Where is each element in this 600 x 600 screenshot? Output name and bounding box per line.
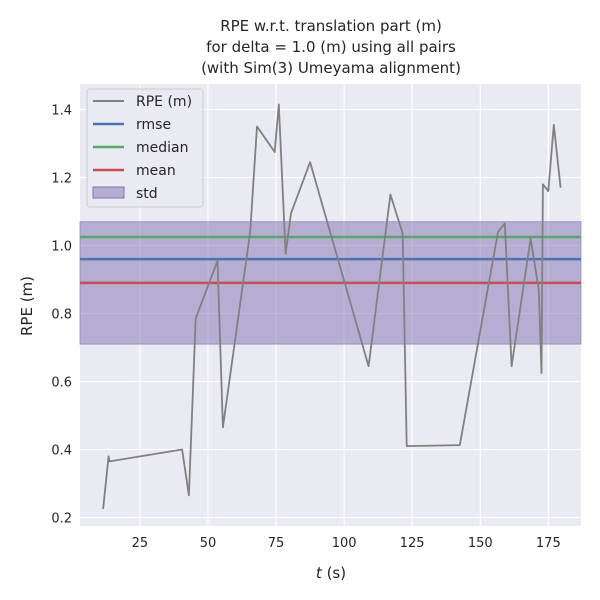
series-line-rpe (102, 103, 562, 510)
y-tick-label-3: 0.8 (51, 308, 72, 323)
series-layer (102, 103, 562, 510)
y-tick-label-5: 1.2 (51, 172, 72, 187)
x-tick-label-6: 175 (536, 536, 561, 551)
x-tick-label-1: 50 (200, 536, 217, 551)
x-axis-label-unit: (s) (322, 564, 346, 582)
tick-labels: 25 50 75 100 125 150 175 0.2 0.4 0.6 0.8 1.0 1.2 1.4 (51, 104, 560, 552)
legend-swatch-std (92, 186, 125, 199)
chart-title-line-1: RPE w.r.t. translation part (m) (220, 17, 442, 35)
y-tick-label-1: 0.4 (51, 444, 72, 459)
legend: RPE (m) rmse median mean std (86, 88, 204, 208)
legend-label-mean: mean (136, 163, 176, 179)
chart-title-line-2: for delta = 1.0 (m) using all pairs (206, 38, 456, 56)
legend-label-rmse: rmse (136, 117, 171, 133)
x-tick-label-4: 125 (400, 536, 425, 551)
x-tick-label-3: 100 (332, 536, 357, 551)
x-tick-label-2: 75 (268, 536, 285, 551)
legend-label-median: median (136, 140, 188, 156)
y-tick-label-4: 1.0 (51, 240, 72, 255)
legend-box (86, 88, 204, 208)
x-axis-label-variable: t (316, 564, 323, 582)
y-tick-label-2: 0.6 (51, 376, 72, 391)
y-tick-label-0: 0.2 (51, 512, 72, 527)
chart-title-line-3: (with Sim(3) Umeyama alignment) (201, 59, 461, 77)
y-tick-label-6: 1.4 (51, 104, 72, 119)
x-axis-label: t (s) (316, 564, 346, 582)
legend-label-std: std (136, 186, 158, 202)
legend-label-rpe: RPE (m) (136, 94, 192, 110)
x-tick-label-5: 150 (468, 536, 493, 551)
x-tick-label-0: 25 (132, 536, 149, 551)
y-axis-label: RPE (m) (18, 276, 36, 336)
